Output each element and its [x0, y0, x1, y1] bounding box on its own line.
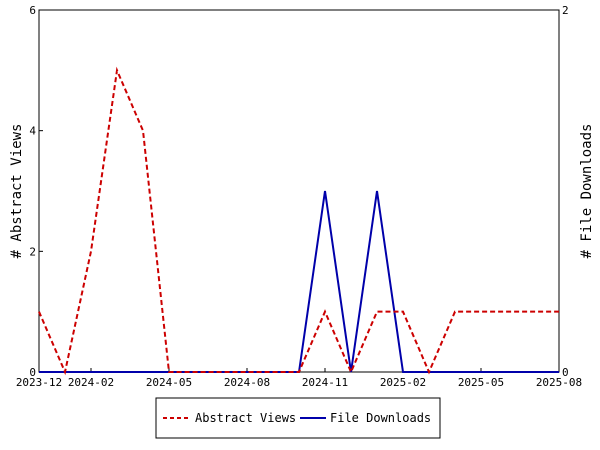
legend-box	[155, 397, 441, 439]
y2-axis-title: # File Downloads	[579, 124, 595, 259]
x-tick-label: 2024-05	[146, 376, 192, 389]
y-tick-label: 2	[29, 245, 36, 258]
x-tick-label: 2024-08	[224, 376, 270, 389]
y-tick-label: 4	[29, 125, 36, 138]
x-tick-label: 2024-11	[302, 376, 348, 389]
x-tick-label: 2023-12	[16, 376, 62, 389]
y-tick-label: 0	[29, 366, 36, 379]
plot-area	[38, 9, 560, 373]
x-tick-label: 2024-02	[68, 376, 114, 389]
series-layer	[38, 66, 559, 376]
x-tick-label: 2025-05	[458, 376, 504, 389]
y2-tick-label: 0	[562, 366, 569, 379]
x-tick-label: 2025-02	[380, 376, 426, 389]
y-axis-title: # Abstract Views	[9, 124, 25, 259]
y2-tick-label: 2	[562, 4, 569, 17]
legend-label-abstract-views: Abstract Views	[195, 411, 296, 425]
legend-label-file-downloads: File Downloads	[330, 411, 431, 425]
series-line-abstract-views	[38, 66, 559, 376]
y-tick-label: 6	[29, 4, 36, 17]
x-tick-label: 2025-08	[536, 376, 582, 389]
x-axis-ticks: 2023-12 2024-02 2024-05 2024-08 2024-11 2025-…	[16, 368, 582, 389]
legend: Abstract Views File Downloads	[155, 397, 441, 439]
